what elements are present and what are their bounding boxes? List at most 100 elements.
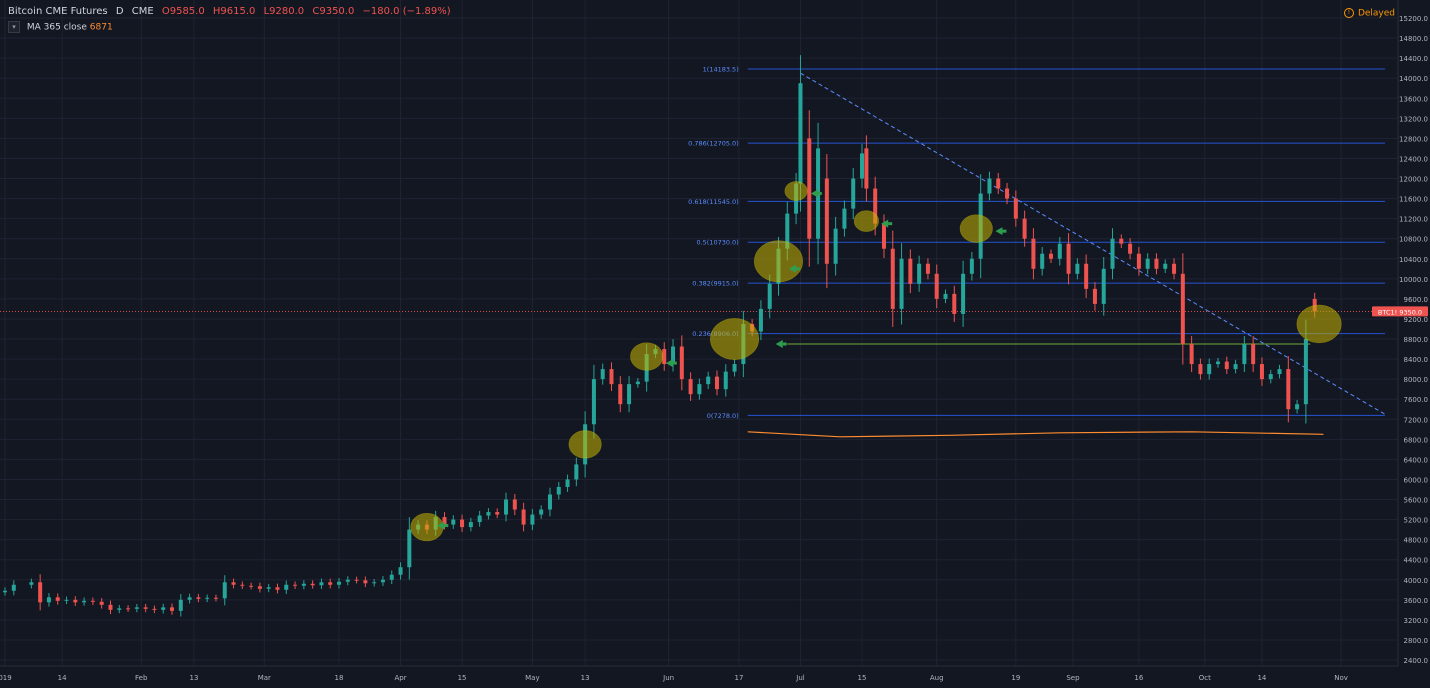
candle-body (591, 379, 596, 425)
candle-body (1233, 364, 1238, 370)
delayed-badge[interactable]: ! Delayed (1343, 8, 1395, 19)
candle-body (38, 582, 43, 603)
candle-body (671, 346, 676, 365)
x-tick-label: 019 (0, 674, 12, 682)
candle-body (1066, 243, 1071, 274)
candle-body (1005, 188, 1010, 199)
info-icon: ! (1343, 8, 1354, 18)
open-value: O9585.0 (161, 6, 205, 17)
candle-body (943, 293, 948, 299)
candle-body (46, 597, 51, 603)
highlight-circle (784, 181, 808, 201)
y-tick-label: 11600.0 (1399, 196, 1428, 204)
y-tick-label: 12000.0 (1399, 176, 1428, 184)
candle-body (1101, 268, 1106, 304)
candle-body (205, 597, 210, 599)
high-value: H9615.0 (212, 6, 256, 17)
candle-body (504, 499, 509, 515)
y-tick-label: 5600.0 (1404, 497, 1429, 505)
y-tick-label: 13200.0 (1399, 115, 1428, 123)
candle-body (337, 581, 342, 585)
y-tick-label: 14000.0 (1399, 75, 1428, 83)
candle-body (495, 512, 500, 515)
x-tick-label: 15 (458, 674, 467, 682)
close-value: C9350.0 (312, 6, 355, 17)
indicator-value: 6871 (89, 22, 113, 33)
x-tick-label: Apr (394, 674, 406, 682)
y-tick-label: 13600.0 (1399, 95, 1428, 103)
y-tick-label: 15200.0 (1399, 15, 1428, 23)
candle-body (1092, 288, 1097, 304)
x-tick-label: Oct (1199, 674, 1211, 682)
arrow-shaft (795, 267, 800, 271)
candle-body (714, 376, 719, 390)
candle-body (143, 607, 148, 609)
y-tick-label: 10000.0 (1399, 276, 1428, 284)
last-price-label: BTC1! 9350.0 (1378, 308, 1422, 316)
highlight-circle (754, 240, 804, 283)
candle-body (196, 597, 201, 599)
x-tick-label: Nov (1334, 674, 1348, 682)
candle-body (1180, 273, 1185, 345)
highlight-circle (1296, 304, 1342, 344)
x-tick-label: Feb (135, 674, 148, 682)
candle-body (512, 499, 517, 510)
chevron-down-icon[interactable]: ▾ (8, 21, 20, 33)
candle-body (363, 580, 368, 584)
y-tick-label: 4800.0 (1404, 537, 1429, 545)
price-axis-bg (1398, 0, 1430, 688)
y-tick-label: 5200.0 (1404, 517, 1429, 525)
candle-body (1040, 253, 1045, 269)
indicator-name[interactable]: MA (26, 22, 41, 33)
candle-body (798, 83, 803, 184)
arrow-shaft (888, 222, 893, 226)
y-tick-label: 2400.0 (1404, 657, 1429, 665)
y-tick-label: 12800.0 (1399, 135, 1428, 143)
ma-365-line (747, 431, 1324, 438)
x-tick-label: 13 (581, 674, 590, 682)
candle-body (539, 509, 544, 515)
candle-body (824, 178, 829, 264)
candle-body (864, 148, 869, 189)
candle-body (126, 608, 131, 610)
candle-body (293, 584, 298, 586)
drawings[interactable] (0, 72, 1398, 415)
candle-body (1251, 344, 1256, 365)
symbol-name[interactable]: Bitcoin CME Futures (8, 6, 108, 17)
candle-body (833, 228, 838, 264)
interval-label[interactable]: D (115, 6, 124, 17)
candle-body (82, 600, 87, 603)
x-tick-label: 16 (1134, 674, 1143, 682)
arrow-left-icon (810, 189, 818, 198)
candle-body (1057, 243, 1062, 259)
y-tick-label: 10400.0 (1399, 256, 1428, 264)
indicator-params: 365 close (43, 22, 87, 33)
candle-body (231, 582, 236, 585)
annotations[interactable] (410, 181, 1342, 542)
candle-body (240, 584, 245, 586)
x-tick-label: Jul (795, 674, 805, 682)
candle-body (1295, 404, 1300, 410)
candle-body (860, 153, 865, 179)
candle-body (460, 519, 465, 528)
candle-body (609, 369, 614, 385)
candle-body (574, 464, 579, 480)
highlight-circle (959, 214, 993, 243)
fib-level-label: 1(14183.5) (703, 65, 739, 73)
candle-body (925, 263, 930, 274)
y-tick-label: 6800.0 (1404, 436, 1429, 444)
y-tick-label: 4400.0 (1404, 557, 1429, 565)
highlight-circle (410, 512, 444, 542)
candle-body (73, 599, 78, 603)
candle-body (627, 384, 632, 405)
candle-body (275, 587, 280, 590)
candle-body (662, 349, 667, 365)
candle-body (1207, 364, 1212, 375)
y-tick-label: 8800.0 (1404, 336, 1429, 344)
x-tick-label: May (525, 674, 539, 682)
candle-body (881, 223, 886, 249)
arrow-left-icon (775, 340, 783, 349)
x-tick-label: 17 (734, 674, 743, 682)
arrow-shaft (817, 192, 822, 196)
